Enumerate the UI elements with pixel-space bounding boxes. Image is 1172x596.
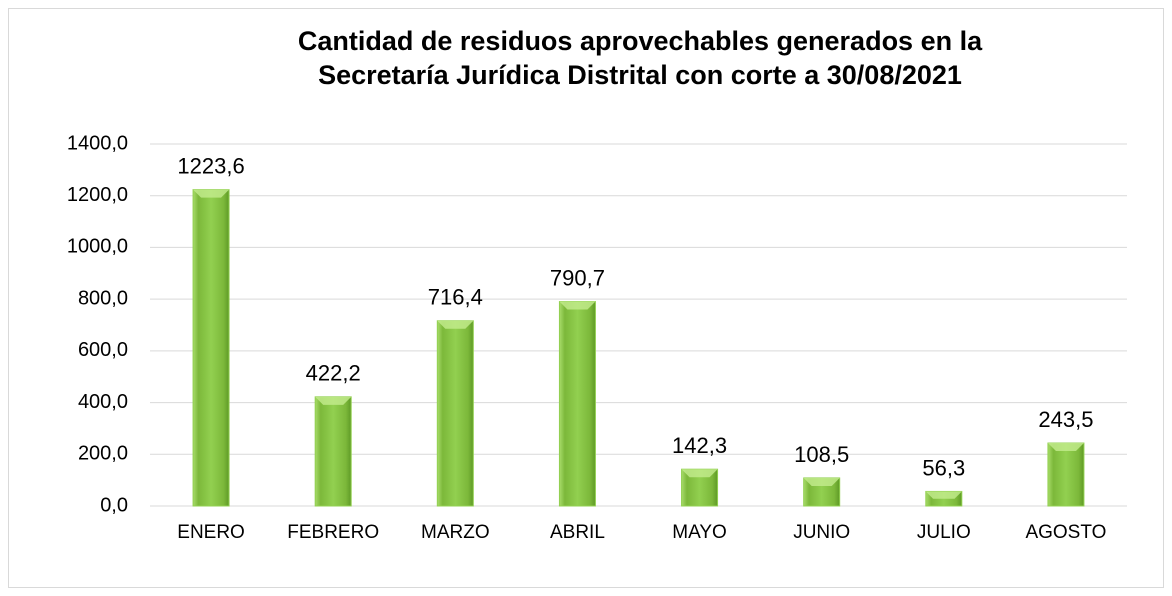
chart-title: Secretaría Jurídica Distrital con corte … bbox=[318, 60, 962, 90]
y-tick-label: 1400,0 bbox=[67, 132, 128, 154]
x-tick-label: MAYO bbox=[672, 522, 727, 543]
bar bbox=[558, 301, 596, 507]
y-tick-label: 600,0 bbox=[78, 339, 128, 361]
y-tick-label: 1000,0 bbox=[67, 236, 128, 258]
y-tick-label: 800,0 bbox=[78, 287, 128, 309]
value-label: 142,3 bbox=[672, 433, 727, 458]
value-label: 108,5 bbox=[794, 442, 849, 467]
value-label: 1223,6 bbox=[177, 153, 244, 178]
bar bbox=[192, 189, 230, 507]
x-tick-label: AGOSTO bbox=[1025, 522, 1106, 543]
bar-bevel bbox=[193, 189, 230, 198]
bar-bevel bbox=[315, 396, 352, 405]
value-label: 716,4 bbox=[428, 285, 483, 310]
value-label: 422,2 bbox=[306, 361, 361, 386]
x-tick-label: MARZO bbox=[421, 522, 490, 543]
bar bbox=[1047, 442, 1085, 507]
bar-bevel bbox=[925, 491, 962, 499]
bar-bevel bbox=[1047, 443, 1084, 452]
bar-bevel bbox=[803, 477, 840, 486]
y-tick-label: 1200,0 bbox=[67, 184, 128, 206]
bar bbox=[314, 396, 352, 507]
value-label: 56,3 bbox=[922, 455, 965, 480]
bar bbox=[436, 320, 474, 507]
x-tick-label: JUNIO bbox=[793, 522, 850, 543]
y-tick-label: 200,0 bbox=[78, 443, 128, 465]
y-tick-label: 400,0 bbox=[78, 391, 128, 413]
value-label: 790,7 bbox=[550, 265, 605, 290]
chart-title: Cantidad de residuos aprovechables gener… bbox=[298, 26, 983, 56]
x-tick-label: ABRIL bbox=[550, 522, 605, 543]
bar-bevel bbox=[437, 320, 474, 329]
bar-bevel bbox=[559, 301, 596, 310]
x-tick-label: ENERO bbox=[177, 522, 245, 543]
x-tick-label: JULIO bbox=[917, 522, 971, 543]
x-tick-label: FEBRERO bbox=[287, 522, 379, 543]
value-label: 243,5 bbox=[1038, 407, 1093, 432]
bar-bevel bbox=[681, 469, 718, 478]
y-tick-label: 0,0 bbox=[100, 494, 128, 516]
